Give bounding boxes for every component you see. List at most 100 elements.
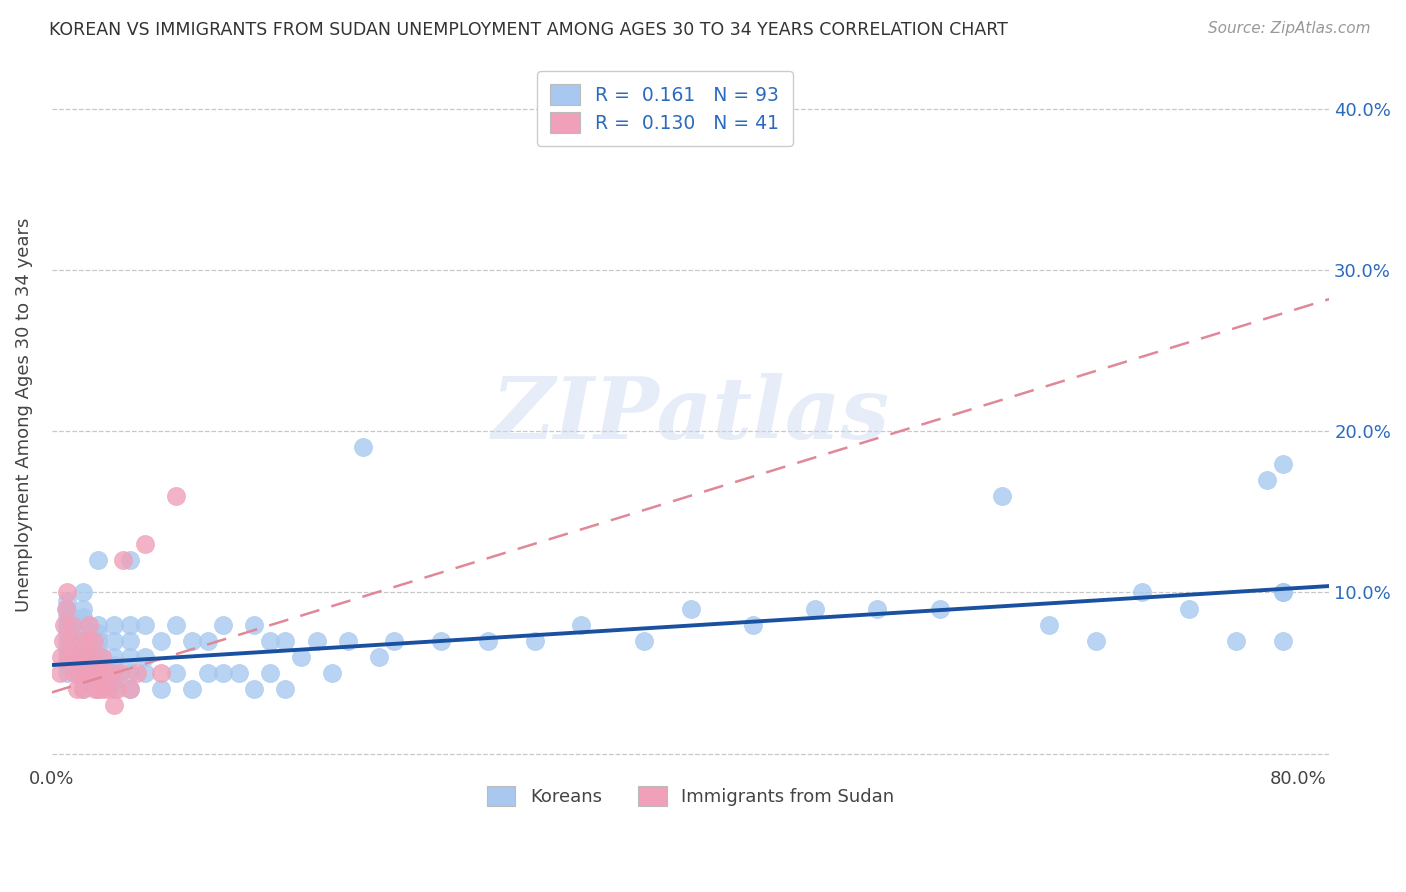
- Point: [197, 666, 219, 681]
- Point: [70, 633, 93, 648]
- Point: [75, 650, 97, 665]
- Point: [87, 666, 110, 681]
- Text: Source: ZipAtlas.com: Source: ZipAtlas.com: [1208, 21, 1371, 36]
- Text: ZIPatlas: ZIPatlas: [492, 374, 890, 457]
- Point: [56, 617, 79, 632]
- Point: [83, 633, 105, 648]
- Point: [228, 666, 250, 681]
- Point: [87, 553, 110, 567]
- Point: [103, 666, 125, 681]
- Point: [55, 601, 77, 615]
- Point: [118, 666, 141, 681]
- Point: [274, 633, 297, 648]
- Point: [243, 682, 266, 697]
- Point: [58, 650, 80, 665]
- Point: [165, 617, 187, 632]
- Point: [100, 666, 122, 681]
- Point: [571, 617, 593, 632]
- Point: [72, 617, 94, 632]
- Point: [72, 609, 94, 624]
- Point: [86, 666, 108, 681]
- Point: [149, 682, 172, 697]
- Point: [103, 698, 125, 713]
- Point: [76, 633, 98, 648]
- Point: [928, 601, 950, 615]
- Point: [430, 633, 453, 648]
- Point: [477, 633, 499, 648]
- Point: [181, 633, 204, 648]
- Point: [87, 625, 110, 640]
- Point: [56, 650, 79, 665]
- Point: [53, 617, 76, 632]
- Point: [118, 633, 141, 648]
- Point: [197, 633, 219, 648]
- Point: [290, 650, 312, 665]
- Y-axis label: Unemployment Among Ages 30 to 34 years: Unemployment Among Ages 30 to 34 years: [15, 218, 32, 612]
- Point: [56, 601, 79, 615]
- Point: [90, 650, 112, 665]
- Point: [1271, 585, 1294, 599]
- Point: [66, 682, 89, 697]
- Point: [305, 633, 328, 648]
- Point: [87, 658, 110, 673]
- Point: [56, 658, 79, 673]
- Point: [741, 617, 763, 632]
- Point: [103, 682, 125, 697]
- Point: [56, 625, 79, 640]
- Point: [103, 658, 125, 673]
- Point: [321, 666, 343, 681]
- Point: [60, 617, 83, 632]
- Point: [134, 617, 156, 632]
- Point: [352, 441, 374, 455]
- Point: [72, 641, 94, 656]
- Point: [165, 489, 187, 503]
- Point: [118, 650, 141, 665]
- Point: [91, 682, 114, 697]
- Point: [89, 666, 111, 681]
- Point: [103, 633, 125, 648]
- Point: [87, 641, 110, 656]
- Point: [72, 650, 94, 665]
- Point: [56, 609, 79, 624]
- Point: [110, 666, 132, 681]
- Point: [87, 674, 110, 689]
- Point: [336, 633, 359, 648]
- Point: [67, 666, 90, 681]
- Point: [87, 650, 110, 665]
- Point: [103, 650, 125, 665]
- Point: [87, 682, 110, 697]
- Point: [72, 682, 94, 697]
- Point: [56, 585, 79, 599]
- Point: [62, 666, 84, 681]
- Point: [134, 666, 156, 681]
- Point: [72, 682, 94, 697]
- Point: [105, 682, 128, 697]
- Point: [73, 666, 96, 681]
- Point: [80, 666, 103, 681]
- Point: [804, 601, 827, 615]
- Point: [165, 666, 187, 681]
- Point: [259, 633, 281, 648]
- Point: [1256, 473, 1278, 487]
- Point: [127, 666, 149, 681]
- Point: [1038, 617, 1060, 632]
- Point: [87, 617, 110, 632]
- Point: [1084, 633, 1107, 648]
- Point: [56, 593, 79, 607]
- Point: [633, 633, 655, 648]
- Point: [56, 633, 79, 648]
- Text: KOREAN VS IMMIGRANTS FROM SUDAN UNEMPLOYMENT AMONG AGES 30 TO 34 YEARS CORRELATI: KOREAN VS IMMIGRANTS FROM SUDAN UNEMPLOY…: [49, 21, 1008, 38]
- Point: [48, 666, 70, 681]
- Point: [274, 682, 297, 697]
- Legend: Koreans, Immigrants from Sudan: Koreans, Immigrants from Sudan: [478, 777, 904, 815]
- Point: [87, 633, 110, 648]
- Point: [118, 682, 141, 697]
- Point: [866, 601, 889, 615]
- Point: [72, 585, 94, 599]
- Point: [56, 641, 79, 656]
- Point: [149, 666, 172, 681]
- Point: [1225, 633, 1247, 648]
- Point: [1271, 585, 1294, 599]
- Point: [1130, 585, 1153, 599]
- Point: [679, 601, 702, 615]
